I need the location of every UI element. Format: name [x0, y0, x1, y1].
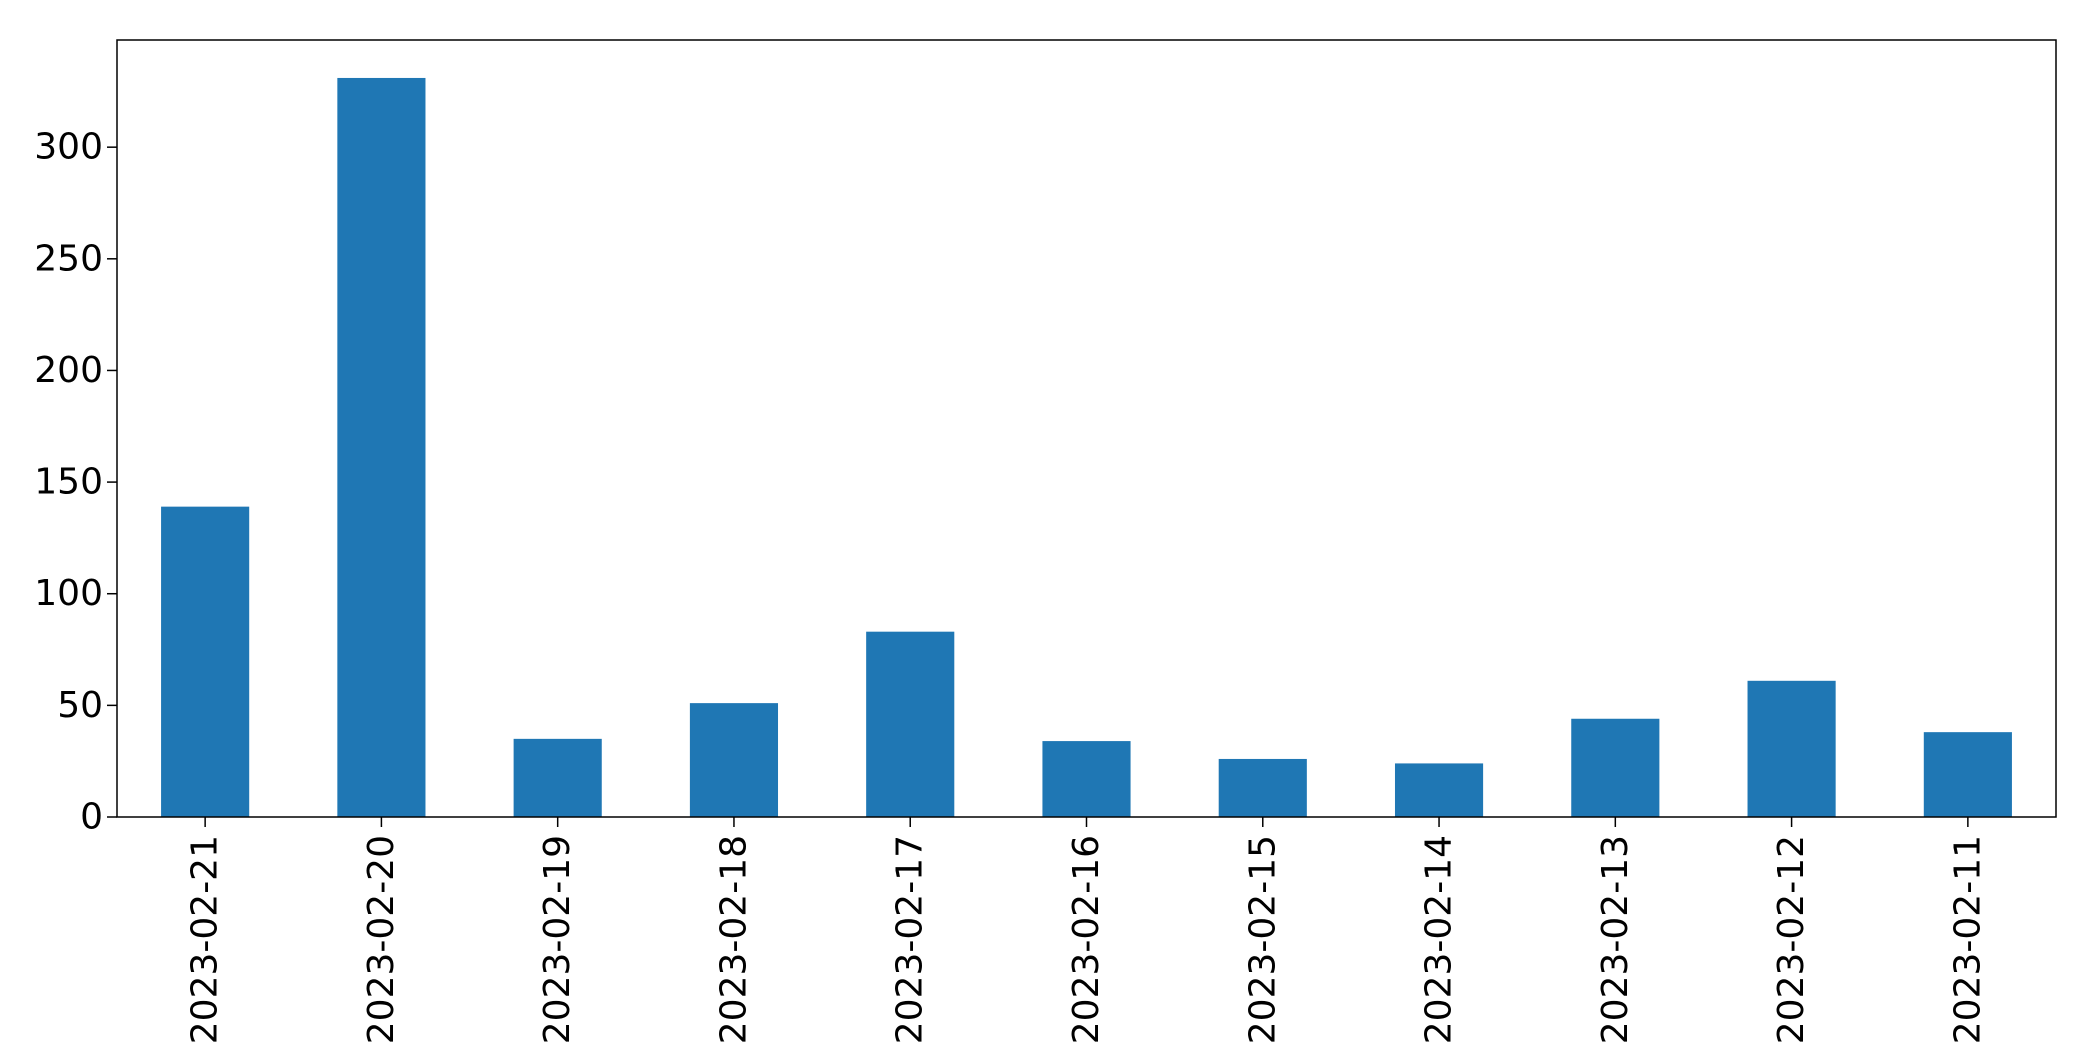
x-tick-label: 2023-02-15: [1242, 835, 1283, 1044]
bar-2023-02-19: [513, 738, 602, 817]
x-tick-label: 2023-02-20: [361, 835, 402, 1044]
plot-frame: [116, 39, 2057, 818]
x-tick-label: 2023-02-18: [713, 835, 754, 1044]
x-tick-label: 2023-02-19: [537, 835, 578, 1044]
x-tick-label: 2023-02-21: [185, 835, 226, 1044]
bar-2023-02-18: [689, 703, 779, 817]
x-tick-label: 2023-02-12: [1771, 835, 1812, 1044]
bar-2023-02-16: [1042, 741, 1131, 817]
bar-2023-02-15: [1218, 758, 1307, 817]
bar-2023-02-13: [1571, 718, 1660, 817]
y-tick-label: 150: [34, 462, 103, 503]
x-tick-label: 2023-02-16: [1066, 835, 1107, 1044]
bar-2023-02-17: [866, 631, 955, 817]
bar-2023-02-21: [161, 506, 250, 817]
bar-2023-02-14: [1394, 763, 1484, 817]
x-tick-label: 2023-02-17: [890, 835, 931, 1044]
y-tick-label: 250: [34, 238, 103, 279]
bar-2023-02-12: [1747, 680, 1836, 817]
y-tick-label: 0: [80, 797, 103, 838]
x-axis: 2023-02-21 2023-02-20 2023-02-19 2023-02-18…: [185, 817, 1988, 1044]
y-tick-label: 300: [34, 127, 103, 168]
y-tick-label: 50: [57, 685, 103, 726]
bar-2023-02-11: [1923, 732, 2012, 817]
y-tick-label: 200: [34, 350, 103, 391]
y-axis: 0 50 100 150 200 250 300: [34, 127, 117, 838]
x-tick-label: 2023-02-13: [1595, 835, 1636, 1044]
bar-2023-02-20: [337, 77, 426, 817]
x-tick-label: 2023-02-14: [1419, 835, 1460, 1044]
x-tick-label: 2023-02-11: [1947, 835, 1988, 1044]
y-tick-label: 100: [34, 573, 103, 614]
bars-group: [161, 77, 2012, 817]
